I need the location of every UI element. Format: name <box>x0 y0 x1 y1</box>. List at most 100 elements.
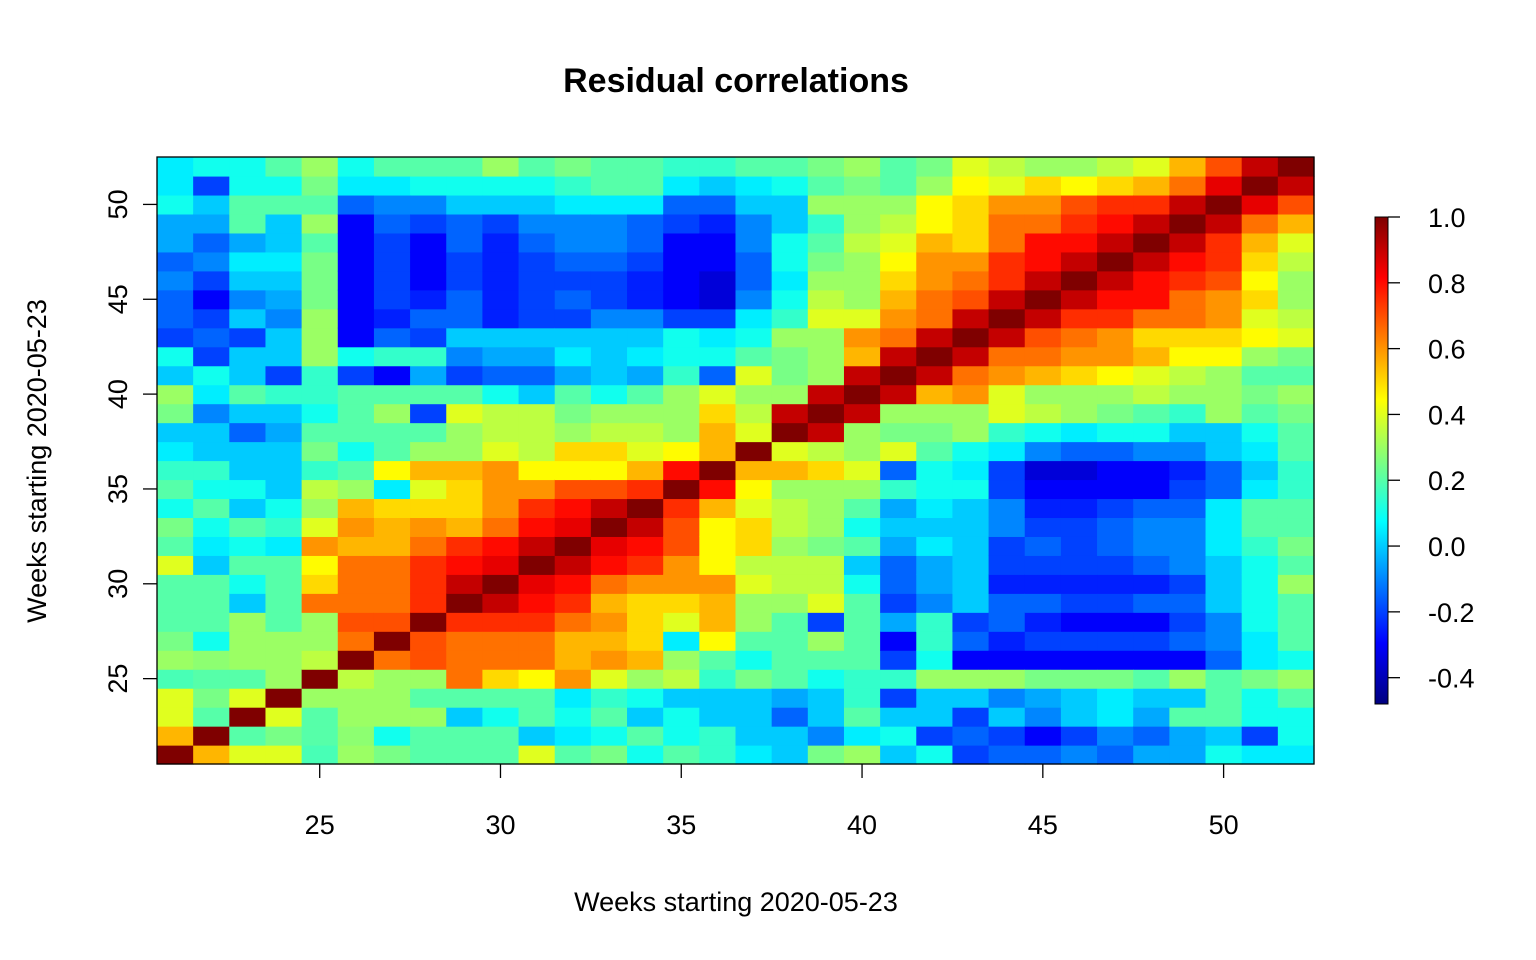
heatmap-cell <box>771 536 809 556</box>
heatmap-cell <box>446 441 484 462</box>
heatmap-cell <box>1241 517 1279 537</box>
heatmap-cell <box>916 232 954 253</box>
heatmap-cell <box>735 308 773 329</box>
heatmap-cell <box>1097 213 1134 234</box>
heatmap-cell <box>988 593 1026 613</box>
heatmap-cell <box>193 251 230 272</box>
heatmap-cell <box>193 194 230 215</box>
heatmap-cell <box>1205 422 1243 443</box>
heatmap-cell <box>1060 403 1098 424</box>
heatmap-cell <box>699 157 737 177</box>
heatmap-cell <box>554 536 592 556</box>
heatmap-cell <box>410 289 447 310</box>
chart-title: Residual correlations <box>563 62 909 100</box>
heatmap-cell <box>916 403 954 424</box>
heatmap-cell <box>301 441 339 462</box>
heatmap-cell <box>699 536 737 556</box>
heatmap-cell <box>410 384 447 405</box>
heatmap-cell <box>843 289 881 310</box>
heatmap-cell <box>1097 536 1134 556</box>
heatmap-cell <box>627 460 664 481</box>
heatmap-cell <box>590 669 628 689</box>
heatmap-cell <box>518 346 556 367</box>
heatmap-cell <box>1060 536 1098 556</box>
heatmap-cell <box>373 194 411 215</box>
heatmap-cell <box>735 175 773 196</box>
heatmap-cell <box>988 745 1026 765</box>
heatmap-cell <box>880 498 917 519</box>
heatmap-cell <box>843 213 881 234</box>
heatmap-cell <box>482 650 520 670</box>
heatmap-cell <box>157 327 194 348</box>
heatmap-cell <box>880 479 917 500</box>
heatmap-cell <box>1241 479 1279 500</box>
heatmap-cell <box>1277 251 1315 272</box>
heatmap-cell <box>807 479 845 500</box>
heatmap-cell <box>952 536 990 556</box>
heatmap-cell <box>373 327 411 348</box>
heatmap-cell <box>1205 403 1243 424</box>
colorbar-tick-label: 0.8 <box>1428 269 1466 299</box>
heatmap-cell <box>446 403 484 424</box>
heatmap-cell <box>1024 612 1062 632</box>
heatmap-cell <box>301 479 339 500</box>
heatmap-cell <box>1169 194 1207 215</box>
heatmap-cell <box>880 422 917 443</box>
heatmap-cell <box>554 251 592 272</box>
heatmap-cell <box>229 574 267 594</box>
heatmap-cell <box>916 422 954 443</box>
heatmap-cell <box>265 194 303 215</box>
heatmap-cell <box>771 650 809 670</box>
heatmap-cell <box>952 593 990 613</box>
heatmap-cell <box>699 422 737 443</box>
heatmap-cell <box>916 555 954 575</box>
heatmap-cell <box>1097 726 1134 746</box>
heatmap-cell <box>1024 308 1062 329</box>
heatmap-cell <box>1097 422 1134 443</box>
heatmap-cell <box>988 441 1026 462</box>
y-tick-label: 40 <box>103 379 133 409</box>
heatmap-cell <box>446 555 484 575</box>
heatmap-cell <box>446 688 484 708</box>
heatmap-cell <box>590 232 628 253</box>
heatmap-cell <box>699 707 737 727</box>
heatmap-cell <box>410 688 447 708</box>
heatmap-cell <box>952 403 990 424</box>
heatmap-cell <box>157 346 194 367</box>
heatmap-cell <box>843 270 881 291</box>
y-axis: 25 30 35 40 45 50 <box>103 189 157 694</box>
heatmap-cell <box>337 650 375 670</box>
heatmap-cell <box>373 631 411 651</box>
heatmap-cell <box>590 612 628 632</box>
heatmap-cell <box>554 555 592 575</box>
heatmap-cell <box>1169 403 1207 424</box>
heatmap-cell <box>1277 555 1315 575</box>
heatmap-cell <box>193 688 230 708</box>
heatmap-cell <box>157 555 194 575</box>
heatmap-cell <box>446 327 484 348</box>
heatmap-cell <box>663 308 700 329</box>
heatmap-cell <box>1205 251 1243 272</box>
heatmap-cell <box>157 574 194 594</box>
heatmap-cell <box>627 157 664 177</box>
heatmap-cell <box>1205 232 1243 253</box>
heatmap-cell <box>1277 270 1315 291</box>
heatmap-cell <box>1024 194 1062 215</box>
heatmap-cell <box>735 688 773 708</box>
heatmap-cell <box>229 308 267 329</box>
heatmap-cell <box>771 213 809 234</box>
heatmap-cell <box>843 479 881 500</box>
heatmap-cell <box>229 175 267 196</box>
heatmap-cell <box>627 479 664 500</box>
heatmap-cell <box>735 555 773 575</box>
heatmap-cell <box>301 232 339 253</box>
heatmap-cell <box>301 555 339 575</box>
heatmap-cell <box>1097 574 1134 594</box>
heatmap-cell <box>663 175 700 196</box>
heatmap-cell <box>663 631 700 651</box>
heatmap-cell <box>1241 327 1279 348</box>
heatmap-cell <box>843 232 881 253</box>
heatmap-cell <box>1133 650 1170 670</box>
heatmap-cell <box>1133 175 1170 196</box>
heatmap-cell <box>1205 612 1243 632</box>
